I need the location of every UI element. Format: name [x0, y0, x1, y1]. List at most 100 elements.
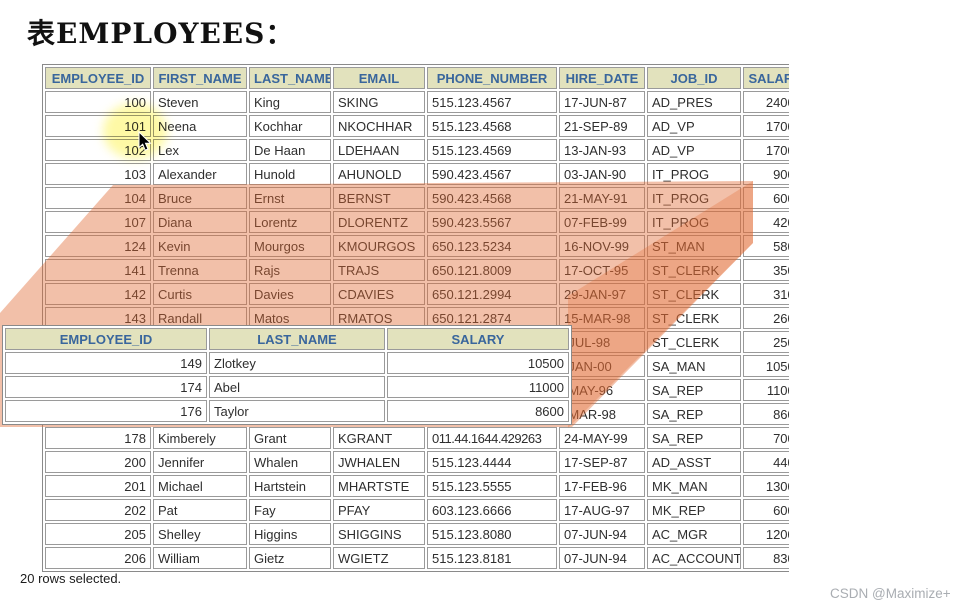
- data-cell: Neena: [153, 115, 247, 137]
- data-cell: 515.123.4567: [427, 91, 557, 113]
- data-cell: Shelley: [153, 523, 247, 545]
- data-cell: 101: [45, 115, 151, 137]
- table-row: 101 Neena Kochhar NKOCHHAR 515.123.4568 21-SE…: [45, 115, 789, 137]
- column-header: JOB_ID: [647, 67, 741, 89]
- data-cell: AC_ACCOUNT: [647, 547, 741, 569]
- data-cell: CDAVIES: [333, 283, 425, 305]
- data-cell: KGRANT: [333, 427, 425, 449]
- data-cell: IT_PROG: [647, 211, 741, 233]
- table-row: 206 William Gietz WGIETZ 515.123.8181 07-JUN-…: [45, 547, 789, 569]
- data-cell: AD_VP: [647, 115, 741, 137]
- data-cell: -MAY-96: [559, 379, 645, 401]
- data-cell: SA_REP: [647, 379, 741, 401]
- data-cell: 11000: [743, 379, 789, 401]
- table-row: 124 Kevin Mourgos KMOURGOS 650.123.5234 16-NO…: [45, 235, 789, 257]
- data-cell: 29-JAN-97: [559, 283, 645, 305]
- data-cell: 100: [45, 91, 151, 113]
- data-cell: Hartstein: [249, 475, 331, 497]
- column-header: LAST_NAME: [209, 328, 385, 350]
- rows-selected-note: 20 rows selected.: [20, 571, 122, 586]
- data-cell: 17000: [743, 115, 789, 137]
- header-row: EMPLOYEE_ID LAST_NAME SALARY: [5, 328, 569, 350]
- data-cell: 515.123.8181: [427, 547, 557, 569]
- data-cell: ST_CLERK: [647, 307, 741, 329]
- result-table: EMPLOYEE_ID LAST_NAME SALARY 149 Zlotkey 1050…: [2, 325, 572, 425]
- table-row: 102 Lex De Haan LDEHAAN 515.123.4569 13-JAN-9…: [45, 139, 789, 161]
- data-cell: 4400: [743, 451, 789, 473]
- data-cell: 515.123.5555: [427, 475, 557, 497]
- data-cell: AD_ASST: [647, 451, 741, 473]
- column-header: LAST_NAME: [249, 67, 331, 89]
- data-cell: 202: [45, 499, 151, 521]
- data-cell: -JUL-98: [559, 331, 645, 353]
- column-header: PHONE_NUMBER: [427, 67, 557, 89]
- data-cell: LDEHAAN: [333, 139, 425, 161]
- data-cell: 200: [45, 451, 151, 473]
- table-row: 107 Diana Lorentz DLORENTZ 590.423.5567 07-FE…: [45, 211, 789, 233]
- data-cell: Mourgos: [249, 235, 331, 257]
- column-header: SALARY: [387, 328, 569, 350]
- data-cell: 102: [45, 139, 151, 161]
- data-cell: 590.423.4567: [427, 163, 557, 185]
- data-cell: 15-MAR-98: [559, 307, 645, 329]
- data-cell: SKING: [333, 91, 425, 113]
- data-cell: 176: [5, 400, 207, 422]
- data-cell: 17-SEP-87: [559, 451, 645, 473]
- data-cell: ST_CLERK: [647, 283, 741, 305]
- data-cell: SA_REP: [647, 403, 741, 425]
- column-header: SALARY: [743, 67, 789, 89]
- data-cell: Higgins: [249, 523, 331, 545]
- data-cell: 9000: [743, 163, 789, 185]
- data-cell: IT_PROG: [647, 163, 741, 185]
- result-table-wrap: EMPLOYEE_ID LAST_NAME SALARY 149 Zlotkey 1050…: [2, 325, 572, 425]
- data-cell: 201: [45, 475, 151, 497]
- data-cell: Ernst: [249, 187, 331, 209]
- data-cell: MK_MAN: [647, 475, 741, 497]
- employees-table-wrap: EMPLOYEE_ID FIRST_NAME LAST_NAME EMAIL PHONE…: [42, 64, 789, 572]
- table-row: 205 Shelley Higgins SHIGGINS 515.123.8080 07-…: [45, 523, 789, 545]
- data-cell: 3100: [743, 283, 789, 305]
- table-row: 202 Pat Fay PFAY 603.123.6666 17-AUG-97 MK_REP…: [45, 499, 789, 521]
- data-cell: 6000: [743, 499, 789, 521]
- table-row: 142 Curtis Davies CDAVIES 650.121.2994 29-JAN…: [45, 283, 789, 305]
- data-cell: Kimberely: [153, 427, 247, 449]
- table-row: 149 Zlotkey 10500: [5, 352, 569, 374]
- table-row: 141 Trenna Rajs TRAJS 650.121.8009 17-OCT-95 S…: [45, 259, 789, 281]
- data-cell: 650.121.2994: [427, 283, 557, 305]
- data-cell: IT_PROG: [647, 187, 741, 209]
- column-header: EMAIL: [333, 67, 425, 89]
- data-cell: Lex: [153, 139, 247, 161]
- data-cell: BERNST: [333, 187, 425, 209]
- data-cell: WGIETZ: [333, 547, 425, 569]
- table-row: 143 Randall Matos RMATOS 650.121.2874 15-MAR-…: [45, 307, 789, 329]
- data-cell: 590.423.5567: [427, 211, 557, 233]
- data-cell: PFAY: [333, 499, 425, 521]
- data-cell: 011.44.1644.429263: [427, 427, 557, 449]
- data-cell: 21-MAY-91: [559, 187, 645, 209]
- data-cell: 17-JUN-87: [559, 91, 645, 113]
- data-cell: TRAJS: [333, 259, 425, 281]
- data-cell: 603.123.6666: [427, 499, 557, 521]
- data-cell: 205: [45, 523, 151, 545]
- data-cell: NKOCHHAR: [333, 115, 425, 137]
- data-cell: DLORENTZ: [333, 211, 425, 233]
- data-cell: 107: [45, 211, 151, 233]
- employees-table: EMPLOYEE_ID FIRST_NAME LAST_NAME EMAIL PHONE…: [42, 64, 789, 572]
- data-cell: 13-JAN-93: [559, 139, 645, 161]
- data-cell: King: [249, 91, 331, 113]
- data-cell: 650.123.5234: [427, 235, 557, 257]
- data-cell: SA_REP: [647, 427, 741, 449]
- table-row: 178 Kimberely Grant KGRANT 011.44.1644.42926…: [45, 427, 789, 449]
- data-cell: Michael: [153, 475, 247, 497]
- data-cell: Fay: [249, 499, 331, 521]
- data-cell: Randall: [153, 307, 247, 329]
- data-cell: De Haan: [249, 139, 331, 161]
- data-cell: 11000: [387, 376, 569, 398]
- data-cell: Matos: [249, 307, 331, 329]
- data-cell: 8300: [743, 547, 789, 569]
- data-cell: ST_MAN: [647, 235, 741, 257]
- data-cell: 07-JUN-94: [559, 523, 645, 545]
- data-cell: 6000: [743, 187, 789, 209]
- table-row: 176 Taylor 8600: [5, 400, 569, 422]
- data-cell: AD_VP: [647, 139, 741, 161]
